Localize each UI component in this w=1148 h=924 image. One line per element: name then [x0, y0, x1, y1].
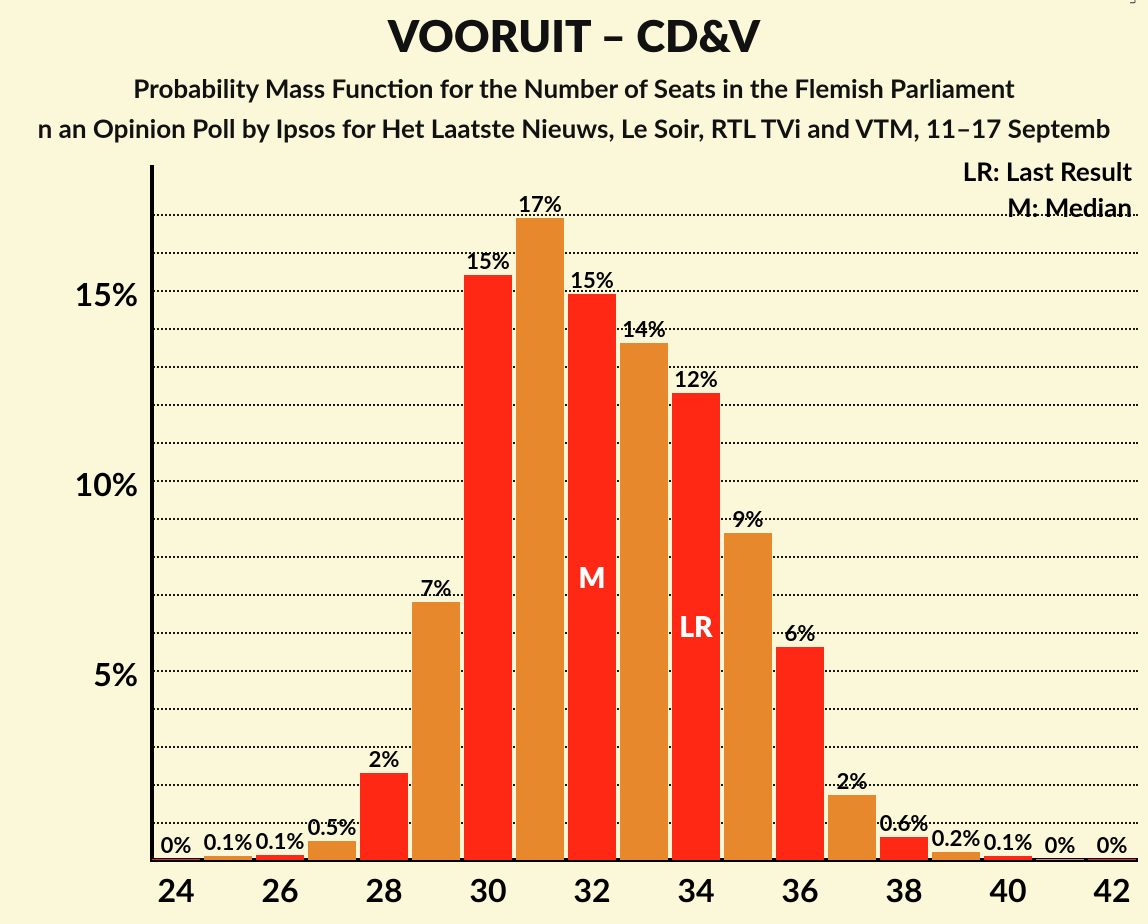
- gridline: [150, 252, 1138, 254]
- bar: [880, 837, 928, 860]
- bar: [984, 856, 1032, 860]
- copyright: © 2024 Filip van Laenen: [1127, 0, 1140, 4]
- bar-value-label: 12%: [674, 365, 718, 392]
- bar-value-label: 14%: [622, 315, 666, 342]
- x-tick-label: 38: [885, 870, 922, 909]
- chart-subtitle-1: Probability Mass Function for the Number…: [0, 72, 1148, 104]
- bar: [932, 852, 980, 860]
- legend-last-result: LR: Last Result: [963, 155, 1132, 187]
- bar: [620, 343, 668, 860]
- bar-value-label: 0.2%: [932, 824, 981, 851]
- bar-value-label: 0.1%: [256, 827, 305, 854]
- y-tick-label: 10%: [18, 464, 138, 503]
- bar-value-label: 0.5%: [308, 813, 357, 840]
- bar: [1036, 859, 1084, 860]
- bar-value-label: 0.1%: [204, 828, 253, 855]
- bar-value-label: 2%: [369, 745, 400, 772]
- bar-value-label: 0.1%: [984, 828, 1033, 855]
- bar-value-label: 17%: [518, 190, 562, 217]
- bar-value-label: 0%: [1045, 831, 1076, 858]
- y-axis: [150, 165, 154, 860]
- bar-value-label: 0%: [1097, 831, 1128, 858]
- canvas: © 2024 Filip van Laenen VOORUIT – CD&V P…: [0, 0, 1148, 924]
- bar: M: [568, 294, 616, 860]
- gridline: [150, 290, 1138, 292]
- bar-value-label: 0.6%: [880, 809, 929, 836]
- bar: [152, 859, 200, 860]
- legend-median: M: Median: [1007, 191, 1132, 223]
- x-tick-label: 28: [365, 870, 402, 909]
- x-tick-label: 34: [677, 870, 714, 909]
- bar: [776, 647, 824, 860]
- bar-value-label: 2%: [837, 767, 868, 794]
- x-tick-label: 40: [989, 870, 1026, 909]
- bar-value-label: 0%: [161, 831, 192, 858]
- bar: LR: [672, 393, 720, 860]
- bar: [256, 855, 304, 860]
- bar-value-label: 9%: [733, 505, 764, 532]
- chart-subtitle-2: n an Opinion Poll by Ipsos for Het Laats…: [0, 112, 1148, 144]
- bar-value-label: 15%: [570, 266, 614, 293]
- bar: [308, 841, 356, 860]
- chart-area: LR: Last Result M: Median 5%10%15%242628…: [150, 195, 1138, 860]
- bar: [464, 275, 512, 860]
- bar: [724, 533, 772, 860]
- y-tick-label: 15%: [18, 274, 138, 313]
- x-tick-label: 24: [157, 870, 194, 909]
- bar-last-result-marker: LR: [679, 609, 712, 643]
- bar-value-label: 6%: [785, 619, 816, 646]
- bar-value-label: 7%: [421, 574, 452, 601]
- x-tick-label: 36: [781, 870, 818, 909]
- bar-value-label: 15%: [466, 247, 510, 274]
- bar: [412, 602, 460, 860]
- bar-median-marker: M: [579, 560, 606, 594]
- bar: [516, 218, 564, 860]
- bar: [204, 856, 252, 860]
- y-tick-label: 5%: [18, 654, 138, 693]
- chart-title: VOORUIT – CD&V: [0, 10, 1148, 62]
- x-tick-label: 32: [573, 870, 610, 909]
- bar: [360, 773, 408, 860]
- gridline: [150, 214, 1138, 216]
- x-tick-label: 30: [469, 870, 506, 909]
- bar: [828, 795, 876, 860]
- x-tick-label: 26: [261, 870, 298, 909]
- bar: [1088, 859, 1136, 860]
- x-tick-label: 42: [1093, 870, 1130, 909]
